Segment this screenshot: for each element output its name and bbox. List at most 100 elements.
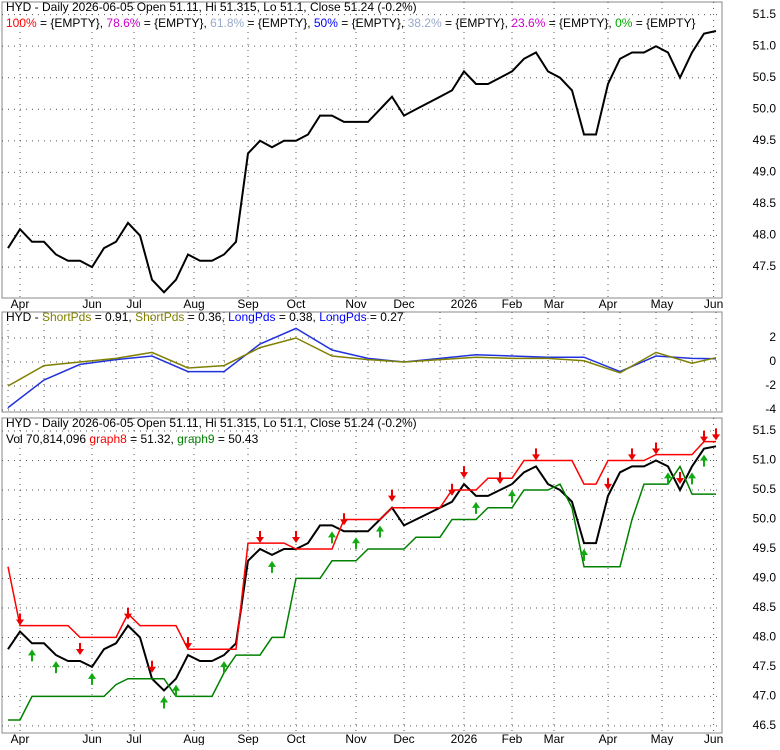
y-tick-label: 0 [769,354,776,368]
x-tick-label: Feb [502,297,523,311]
y-tick-label: 48.0 [753,228,777,242]
buy-arrow [580,549,588,562]
x-tick-label: Dec [393,732,414,745]
x-tick-label: Jul [126,297,141,311]
buy-arrow [472,501,480,514]
panel-legend: HYD - Daily 2026-06-05 Open 51.11, Hi 51… [6,0,417,14]
x-tick-label: Apr [11,732,30,745]
sell-arrow [532,448,540,461]
y-tick-label: 51.5 [753,7,777,21]
x-tick-label: Oct [287,297,306,311]
legend-text: graph9 [177,432,215,446]
buy-arrow [664,472,672,485]
sell-arrow [712,428,720,441]
sell-arrow [652,442,660,455]
legend-text: 0% [615,16,633,30]
sell-arrow [676,471,684,484]
sell-arrow [16,613,24,626]
legend-text: LongPds [228,310,275,324]
sell-arrow [604,477,612,490]
y-tick-label: 48.5 [753,196,777,210]
sell-arrow [628,448,636,461]
buy-arrow [160,696,168,709]
legend-text: 23.6% [511,16,545,30]
x-tick-label: 2026 [451,297,478,311]
legend-text: = {EMPTY}, [442,16,512,30]
legend-text: 100% [6,16,37,30]
legend-text: 78.6% [106,16,140,30]
x-tick-label: 2026 [451,732,478,745]
sell-arrow [184,637,192,650]
legend-text: ShortPds [135,310,184,324]
legend-text: = 0.36, [184,310,228,324]
sell-arrow [496,471,504,484]
buy-arrow [352,537,360,550]
y-tick-label: 50.0 [753,512,777,526]
legend-text: = 0.91, [91,310,135,324]
y-tick-label: 47.5 [753,659,777,673]
sell-arrow [388,489,396,502]
y-tick-label: 51.5 [753,423,777,437]
y-tick-label: 50.5 [753,482,777,496]
buy-arrow [172,684,180,697]
legend-text: 38.2% [408,16,442,30]
y-tick-label: 50.5 [753,70,777,84]
x-tick-label: Sep [237,297,259,311]
x-tick-label: Nov [345,297,366,311]
legend-text: = {EMPTY}, [338,16,408,30]
series-line [7,445,717,692]
legend-text: HYD - Daily 2026-06-05 Open 51.11, Hi 51… [6,416,417,430]
sell-arrow [148,660,156,673]
legend-text: LongPds [319,310,366,324]
x-tick-label: Feb [502,732,523,745]
panel-legend: Vol 70,814,096 graph8 = 51.32, graph9 = … [6,432,259,446]
y-tick-label: 2 [769,330,776,344]
legend-text: = 50.43 [215,432,259,446]
x-tick-label: May [651,297,674,311]
legend-text: = {EMPTY}, [545,16,615,30]
legend-text: = {EMPTY}, [37,16,107,30]
buy-arrow [220,661,228,674]
series-line [7,337,717,387]
x-tick-label: May [651,732,674,745]
series-line [7,327,717,409]
legend-text: HYD - Daily 2026-06-05 Open 51.11, Hi 51… [6,0,417,14]
series-line [8,464,716,721]
sell-arrow [448,483,456,496]
panel-legend: HYD - ShortPds = 0.91, ShortPds = 0.36, … [6,310,404,324]
panel-legend: HYD - Daily 2026-06-05 Open 51.11, Hi 51… [6,416,417,430]
legend-text: 50% [314,16,338,30]
legend-text: ShortPds [42,310,91,324]
legend-text: = {EMPTY}, [244,16,314,30]
legend-text: 61.8% [210,16,244,30]
legend-text: = 0.27 [367,310,404,324]
sell-arrow [256,530,264,543]
buy-arrow [376,525,384,538]
legend-text: = {EMPTY}, [140,16,210,30]
series-line [7,440,716,650]
x-tick-label: Dec [393,297,414,311]
y-tick-label: 49.0 [753,165,777,179]
legend-text: = 51.32, [127,432,177,446]
y-tick-label: -2 [765,378,776,392]
x-tick-label: Sep [237,732,259,745]
sell-arrow [124,607,132,620]
sell-arrow [340,513,348,526]
x-tick-label: Apr [599,297,618,311]
buy-arrow [508,490,516,503]
y-tick-label: 46.5 [753,718,777,732]
y-tick-label: 48.5 [753,600,777,614]
legend-text: = 0.38, [276,310,320,324]
x-tick-label: Jun [704,732,723,745]
y-tick-label: 47.5 [753,259,777,273]
sell-arrow [76,643,84,656]
x-tick-label: Jun [82,732,101,745]
y-tick-label: 50.0 [753,101,777,115]
buy-arrow [328,531,336,544]
x-tick-label: Jun [704,297,723,311]
buy-arrow [52,661,60,674]
legend-text: graph8 [89,432,127,446]
x-tick-label: Jul [126,732,141,745]
y-tick-label: 49.5 [753,133,777,147]
